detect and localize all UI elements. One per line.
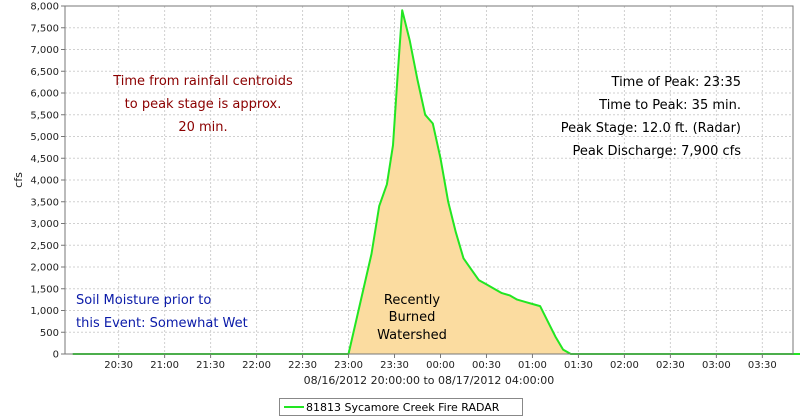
y-tick-label: 4,500 <box>30 154 59 165</box>
x-tick-label: 03:00 <box>702 360 731 371</box>
watershed-annotation: Recently Burned Watershed <box>377 293 447 343</box>
y-tick-label: 6,000 <box>30 89 59 100</box>
centroid-line-1: Time from rainfall centroids <box>112 74 293 89</box>
x-tick-label: 01:30 <box>564 360 593 371</box>
peak-discharge: Peak Discharge: 7,900 cfs <box>573 144 742 159</box>
y-tick-label: 1,500 <box>30 284 59 295</box>
moisture-line-1: Soil Moisture prior to <box>76 293 211 308</box>
x-ticks: 20:30 21:00 21:30 22:00 22:30 23:00 23:30 00:00… <box>104 354 777 371</box>
peak-time: Time of Peak: 23:35 <box>611 75 741 90</box>
x-tick-label: 23:00 <box>334 360 363 371</box>
y-tick-label: 2,500 <box>30 241 59 252</box>
y-tick-label: 3,500 <box>30 197 59 208</box>
x-tick-label: 21:30 <box>196 360 225 371</box>
x-tick-label: 02:30 <box>656 360 685 371</box>
area-layer <box>72 9 800 355</box>
series-area-fill <box>72 10 800 354</box>
x-axis-title: 08/16/2012 20:00:00 to 08/17/2012 04:00:… <box>304 374 555 387</box>
peak-stage: Peak Stage: 12.0 ft. (Radar) <box>561 121 741 136</box>
peak-annotation: Time of Peak: 23:35 Time to Peak: 35 min… <box>561 75 742 159</box>
y-tick-label: 2,000 <box>30 263 59 274</box>
y-tick-label: 500 <box>40 328 59 339</box>
y-tick-label: 6,500 <box>30 67 59 78</box>
y-tick-label: 0 <box>53 350 59 361</box>
chart: 0 500 1,000 1,500 2,000 2,500 3,000 3,500 4,000 4… <box>12 2 800 387</box>
peak-time-to: Time to Peak: 35 min. <box>598 98 741 113</box>
x-tick-label: 02:00 <box>610 360 639 371</box>
watershed-line-2: Burned <box>389 310 436 325</box>
x-tick-label: 01:00 <box>518 360 547 371</box>
y-ticks: 0 500 1,000 1,500 2,000 2,500 3,000 3,500 4,000 4… <box>30 2 65 361</box>
series-line <box>72 9 800 355</box>
legend: 81813 Sycamore Creek Fire RADAR <box>279 398 523 416</box>
watershed-line-3: Watershed <box>377 328 447 343</box>
centroid-line-2: to peak stage is approx. <box>125 97 282 112</box>
x-tick-label: 22:00 <box>242 360 271 371</box>
moisture-annotation: Soil Moisture prior to this Event: Somew… <box>76 293 248 331</box>
centroid-annotation: Time from rainfall centroids to peak sta… <box>112 74 293 135</box>
x-tick-label: 20:30 <box>104 360 133 371</box>
centroid-line-3: 20 min. <box>178 120 227 135</box>
y-tick-label: 4,000 <box>30 176 59 187</box>
moisture-line-2: this Event: Somewhat Wet <box>76 316 248 331</box>
legend-series-label: 81813 Sycamore Creek Fire RADAR <box>306 400 500 414</box>
y-tick-label: 8,000 <box>30 2 59 13</box>
watershed-line-1: Recently <box>384 293 441 308</box>
x-tick-label: 21:00 <box>150 360 179 371</box>
y-tick-label: 5,500 <box>30 110 59 121</box>
y-tick-label: 5,000 <box>30 132 59 143</box>
y-tick-label: 3,000 <box>30 219 59 230</box>
x-tick-label: 00:30 <box>472 360 501 371</box>
x-tick-label: 23:30 <box>380 360 409 371</box>
x-tick-label: 22:30 <box>288 360 317 371</box>
y-tick-label: 1,000 <box>30 306 59 317</box>
x-tick-label: 00:00 <box>426 360 455 371</box>
y-tick-label: 7,500 <box>30 23 59 34</box>
x-tick-label: 03:30 <box>748 360 777 371</box>
y-tick-label: 7,000 <box>30 45 59 56</box>
legend-swatch <box>284 406 304 408</box>
y-axis-title: cfs <box>12 172 25 188</box>
